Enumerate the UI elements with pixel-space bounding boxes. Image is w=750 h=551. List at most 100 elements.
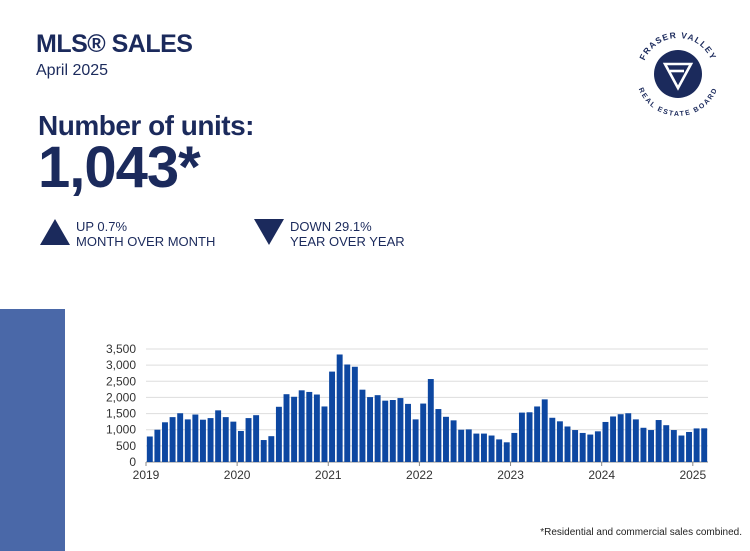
x-tick-label: 2022 <box>406 468 433 482</box>
mom-percent: UP 0.7% <box>76 219 128 234</box>
bar <box>564 426 571 462</box>
arrow-up-icon <box>40 219 70 245</box>
bar <box>169 417 176 462</box>
x-tick-label: 2025 <box>679 468 706 482</box>
bar <box>678 435 685 462</box>
page-title: MLS® SALES <box>36 30 193 58</box>
x-tick-label: 2019 <box>133 468 160 482</box>
bar <box>336 354 343 462</box>
yoy-text: DOWN 29.1% YEAR OVER YEAR <box>290 219 405 249</box>
bar <box>222 417 229 462</box>
bar <box>648 430 655 462</box>
bar <box>458 429 465 462</box>
decorative-side-bar <box>0 309 65 551</box>
bar <box>443 416 449 462</box>
logo-circle <box>654 50 702 98</box>
bar <box>367 397 374 462</box>
bar <box>177 413 184 462</box>
month-over-month-change: UP 0.7% MONTH OVER MONTH <box>40 219 215 249</box>
yoy-caption: YEAR OVER YEAR <box>290 234 405 249</box>
bar <box>435 409 442 462</box>
bar <box>594 431 601 462</box>
mom-text: UP 0.7% MONTH OVER MONTH <box>76 219 215 249</box>
bar <box>480 433 487 462</box>
bar <box>329 371 336 462</box>
bar <box>184 419 191 462</box>
bar <box>199 419 206 462</box>
bar <box>526 412 533 462</box>
bar <box>321 406 328 462</box>
bar <box>412 419 419 462</box>
y-tick-label: 3,500 <box>106 342 136 356</box>
bar <box>473 433 480 462</box>
x-tick-label: 2021 <box>315 468 342 482</box>
mom-caption: MONTH OVER MONTH <box>76 234 216 249</box>
bar <box>496 439 503 462</box>
x-tick-label: 2023 <box>497 468 524 482</box>
bar <box>389 400 396 462</box>
bar <box>245 418 252 462</box>
bar <box>374 395 381 462</box>
x-tick-label: 2020 <box>224 468 251 482</box>
metric-value: 1,043* <box>38 135 201 200</box>
y-tick-label: 500 <box>116 439 136 453</box>
footnote: *Residential and commercial sales combin… <box>540 527 742 538</box>
bar <box>230 421 237 462</box>
bar <box>556 421 563 462</box>
bar <box>291 396 298 462</box>
bar <box>610 416 617 462</box>
y-tick-label: 2,000 <box>106 390 136 404</box>
bar <box>237 431 244 462</box>
bar <box>192 414 199 462</box>
bar <box>313 394 320 462</box>
bar <box>617 414 624 462</box>
y-tick-label: 1,500 <box>106 407 136 421</box>
bar <box>602 421 609 462</box>
bar <box>154 429 161 462</box>
bar <box>344 364 351 462</box>
bar <box>503 442 510 462</box>
bar <box>253 415 260 462</box>
bar <box>215 410 222 462</box>
bar <box>420 403 427 462</box>
bar <box>146 436 153 462</box>
bar <box>427 379 434 462</box>
bar <box>549 417 556 462</box>
bar <box>260 440 267 462</box>
bar <box>640 427 647 462</box>
bar <box>488 435 495 462</box>
bar <box>632 419 639 462</box>
bar <box>450 420 457 462</box>
x-tick-label: 2024 <box>588 468 615 482</box>
bar <box>359 389 366 462</box>
metric-label: Number of units: <box>38 110 255 141</box>
bar <box>625 413 632 462</box>
bar <box>579 432 586 462</box>
bar <box>351 366 358 462</box>
sales-bar-chart: 0 500 1,000 1,500 2,000 2,500 3,000 3,500 2019 20… <box>106 342 708 482</box>
bar <box>686 431 692 462</box>
page-subtitle: April 2025 <box>36 62 109 79</box>
bar <box>275 406 282 462</box>
bar <box>465 429 472 462</box>
bar <box>162 422 168 462</box>
bar <box>306 391 313 462</box>
bar <box>397 398 404 462</box>
fvreb-monogram-icon <box>662 62 694 91</box>
y-tick-label: 2,500 <box>106 374 136 388</box>
bar <box>207 418 214 462</box>
bar <box>511 432 518 462</box>
bar <box>283 394 290 462</box>
bar <box>518 412 525 462</box>
bar <box>405 403 411 462</box>
bar <box>655 420 662 462</box>
bar <box>663 425 670 462</box>
arrow-down-icon <box>254 219 284 245</box>
bar <box>701 428 708 462</box>
y-tick-label: 0 <box>129 455 136 469</box>
bar <box>587 434 594 462</box>
y-tick-label: 1,000 <box>106 423 136 437</box>
y-tick-label: 3,000 <box>106 358 136 372</box>
bar <box>534 406 541 462</box>
bar <box>268 436 275 462</box>
